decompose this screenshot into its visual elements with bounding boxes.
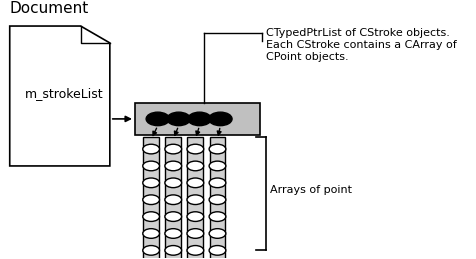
Bar [135, 103, 260, 135]
Circle shape [187, 161, 204, 171]
Text: Document: Document [10, 1, 89, 16]
Bar [209, 137, 225, 259]
Bar [143, 137, 159, 259]
Circle shape [188, 112, 211, 126]
Polygon shape [10, 26, 110, 166]
Bar [165, 137, 181, 259]
Circle shape [209, 178, 226, 188]
Circle shape [187, 229, 204, 238]
Circle shape [165, 195, 181, 205]
Circle shape [143, 144, 159, 154]
Circle shape [165, 178, 181, 188]
Circle shape [209, 212, 226, 221]
Circle shape [143, 195, 159, 205]
Bar [188, 137, 203, 259]
Circle shape [187, 178, 204, 188]
Circle shape [209, 144, 226, 154]
Circle shape [165, 212, 181, 221]
Circle shape [165, 229, 181, 238]
Text: Arrays of point: Arrays of point [270, 185, 352, 195]
Circle shape [209, 195, 226, 205]
Circle shape [165, 161, 181, 171]
Circle shape [208, 112, 232, 126]
Circle shape [187, 144, 204, 154]
Circle shape [143, 229, 159, 238]
Circle shape [165, 246, 181, 255]
Circle shape [187, 195, 204, 205]
Circle shape [143, 178, 159, 188]
Circle shape [146, 112, 169, 126]
Circle shape [165, 144, 181, 154]
Text: CTypedPtrList of CStroke objects.
Each CStroke contains a CArray of
CPoint objec: CTypedPtrList of CStroke objects. Each C… [266, 28, 457, 62]
Circle shape [187, 212, 204, 221]
Circle shape [143, 161, 159, 171]
Circle shape [209, 229, 226, 238]
Circle shape [143, 212, 159, 221]
Circle shape [167, 112, 190, 126]
Circle shape [143, 246, 159, 255]
Circle shape [187, 246, 204, 255]
Circle shape [209, 161, 226, 171]
Circle shape [209, 246, 226, 255]
Text: m_strokeList: m_strokeList [25, 87, 103, 100]
